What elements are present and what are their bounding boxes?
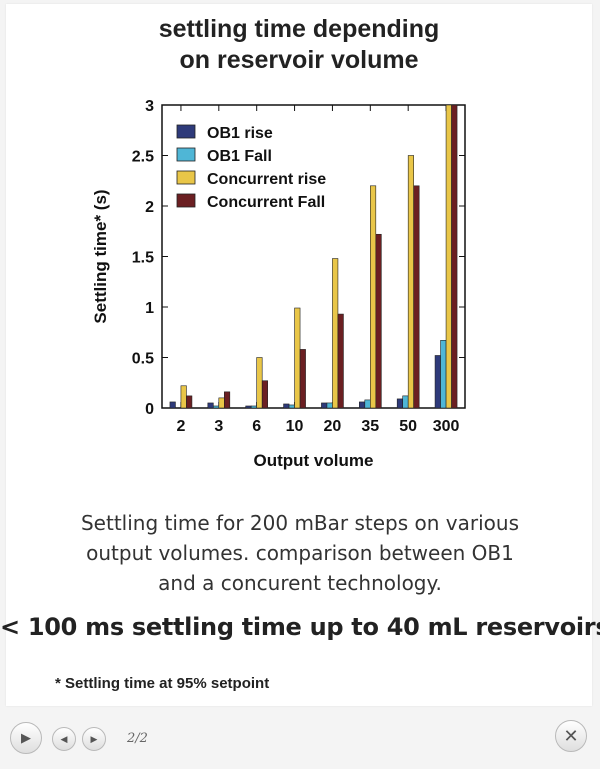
footnote: * Settling time at 95% setpoint <box>55 675 270 692</box>
legend-swatch <box>176 170 196 185</box>
bar-ob1-rise <box>396 398 403 409</box>
bar-concurrent-fall <box>337 313 344 409</box>
bar-concurrent-fall <box>224 391 231 409</box>
bar-concurrent-rise <box>370 185 377 409</box>
x-tick-label: 10 <box>286 418 304 435</box>
bar-ob1-rise <box>169 401 176 409</box>
bar-concurrent-fall <box>375 233 382 409</box>
x-tick-label: 35 <box>361 418 379 435</box>
x-tick-label: 6 <box>252 418 261 435</box>
previous-button[interactable]: ◀ <box>52 727 76 751</box>
bar-concurrent-fall <box>261 380 268 409</box>
x-axis-label: Output volume <box>254 451 374 470</box>
headline: < 100 ms settling time up to 40 mL reser… <box>0 613 600 641</box>
bar-ob1-fall <box>326 402 333 409</box>
bar-ob1-rise <box>359 401 366 409</box>
bar-ob1-fall <box>364 399 371 409</box>
bar-concurrent-rise <box>294 307 301 409</box>
close-icon: ✕ <box>563 725 579 746</box>
y-tick-label: 2 <box>145 199 154 216</box>
slide-counter: 2/2 <box>127 731 148 746</box>
legend-swatch <box>176 124 196 139</box>
bar-concurrent-rise <box>180 385 187 409</box>
play-icon: ▶ <box>21 730 31 745</box>
x-tick-label: 2 <box>176 418 185 435</box>
bar-concurrent-fall <box>451 104 458 409</box>
bar-ob1-rise <box>434 355 441 409</box>
slideshow-controls: ▶ ◀ ▶ 2/2 ✕ <box>0 715 600 755</box>
bar-concurrent-fall <box>299 349 306 409</box>
y-axis-label: Settling time* (s) <box>91 189 110 323</box>
bar-ob1-fall <box>402 395 409 409</box>
bar-ob1-rise <box>207 402 214 409</box>
legend-label: OB1 Fall <box>207 148 272 165</box>
bar-concurrent-rise <box>332 258 339 409</box>
bar-ob1-rise <box>245 405 252 409</box>
bar-ob1-fall <box>440 340 447 409</box>
chart-caption: Settling time for 200 mBar steps on vari… <box>40 508 560 598</box>
bar-chart: 0 0.5 1 1.5 2 2.5 3 2 3 6 10 20 35 50 300 Output volume… <box>91 98 466 470</box>
y-tick-label: 0 <box>145 401 154 418</box>
bar-concurrent-fall <box>186 395 193 409</box>
y-tick-label: 0.5 <box>132 351 154 368</box>
legend-label: Concurrent rise <box>207 171 326 188</box>
bar-concurrent-rise <box>218 397 225 409</box>
title-line-2: on reservoir volume <box>179 46 419 74</box>
bar-concurrent-rise <box>407 155 414 409</box>
legend-label: Concurrent Fall <box>207 194 325 211</box>
caption-line-3: and a concurent technology. <box>158 571 442 595</box>
legend-label: OB1 rise <box>207 125 273 142</box>
chevron-left-icon: ◀ <box>60 733 68 744</box>
x-tick-label: 20 <box>324 418 342 435</box>
bar-ob1-rise <box>321 402 328 409</box>
x-tick-label: 3 <box>214 418 223 435</box>
x-tick-label: 300 <box>433 418 460 435</box>
x-tick-label: 50 <box>399 418 417 435</box>
bar-ob1-fall <box>213 405 220 409</box>
bar-concurrent-rise <box>256 357 263 409</box>
bar-ob1-fall <box>288 404 295 409</box>
bar-ob1-rise <box>283 403 290 409</box>
bar-concurrent-rise <box>445 104 452 409</box>
caption-line-2: output volumes. comparison between OB1 <box>86 541 514 565</box>
title-line-1: settling time depending <box>158 15 440 43</box>
chevron-right-icon: ▶ <box>90 733 98 744</box>
chart-title: settling time depending on reservoir vol… <box>6 14 592 76</box>
legend-swatch <box>176 193 196 208</box>
y-tick-label: 2.5 <box>132 149 154 166</box>
bar-concurrent-fall <box>413 185 420 409</box>
play-button[interactable]: ▶ <box>10 722 42 754</box>
bar-ob1-fall <box>250 405 257 409</box>
caption-line-1: Settling time for 200 mBar steps on vari… <box>80 511 519 535</box>
y-tick-label: 1 <box>145 300 154 317</box>
next-button[interactable]: ▶ <box>82 727 106 751</box>
legend-swatch <box>176 147 196 162</box>
y-tick-label: 3 <box>145 98 154 115</box>
y-tick-label: 1.5 <box>132 250 154 267</box>
close-button[interactable]: ✕ <box>555 720 587 752</box>
